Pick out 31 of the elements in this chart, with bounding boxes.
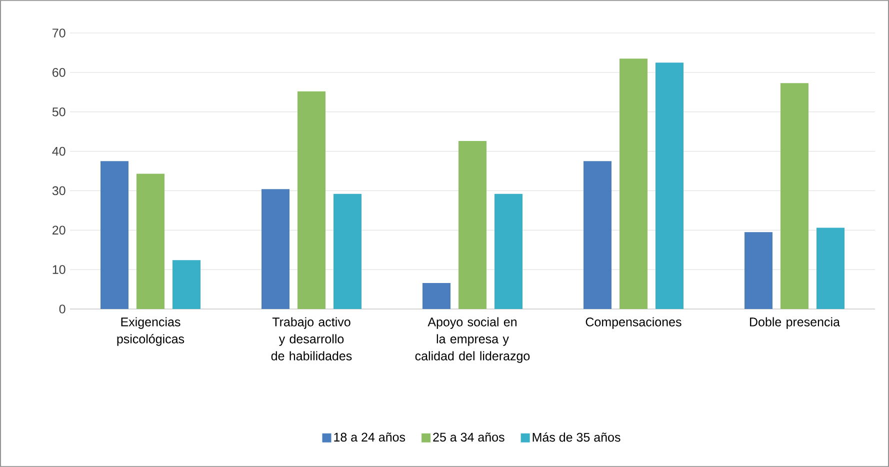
- y-tick-label: 40: [52, 146, 66, 156]
- bar: [458, 141, 486, 310]
- x-tick-label: Apoyo social en la empresa y calidad del liderazgo: [415, 317, 530, 363]
- y-tick-label: 0: [59, 304, 66, 314]
- bar: [744, 232, 772, 310]
- y-tick-label: 30: [52, 186, 66, 196]
- y-tick-label: 50: [52, 107, 66, 116]
- legend-label: 18 a 24 años: [334, 432, 406, 442]
- bar: [620, 58, 648, 310]
- x-tick-label: Exigencias psicológicas: [117, 317, 184, 346]
- x-tick-label: Trabajo activo y desarrollo de habilidades: [271, 317, 352, 360]
- x-tick-label: Doble presencia: [750, 317, 840, 329]
- bar: [656, 62, 684, 310]
- legend-label: 25 a 34 años: [433, 432, 504, 442]
- x-tick-label: Compensaciones: [586, 317, 682, 329]
- bar: [262, 189, 290, 310]
- bar: [584, 161, 612, 310]
- bar: [494, 194, 522, 310]
- y-tick-label: 10: [52, 265, 66, 274]
- bar: [298, 91, 326, 310]
- y-tick-label: 70: [52, 28, 66, 38]
- bar: [780, 83, 808, 310]
- y-tick-label: 60: [52, 68, 66, 77]
- bar: [100, 161, 128, 310]
- y-tick-label: 20: [52, 226, 66, 235]
- bar: [136, 174, 165, 310]
- bar: [334, 194, 362, 310]
- bar: [172, 260, 201, 310]
- bar: [816, 228, 844, 310]
- bar: [422, 282, 451, 310]
- legend-label: Más de 35 años: [532, 432, 620, 442]
